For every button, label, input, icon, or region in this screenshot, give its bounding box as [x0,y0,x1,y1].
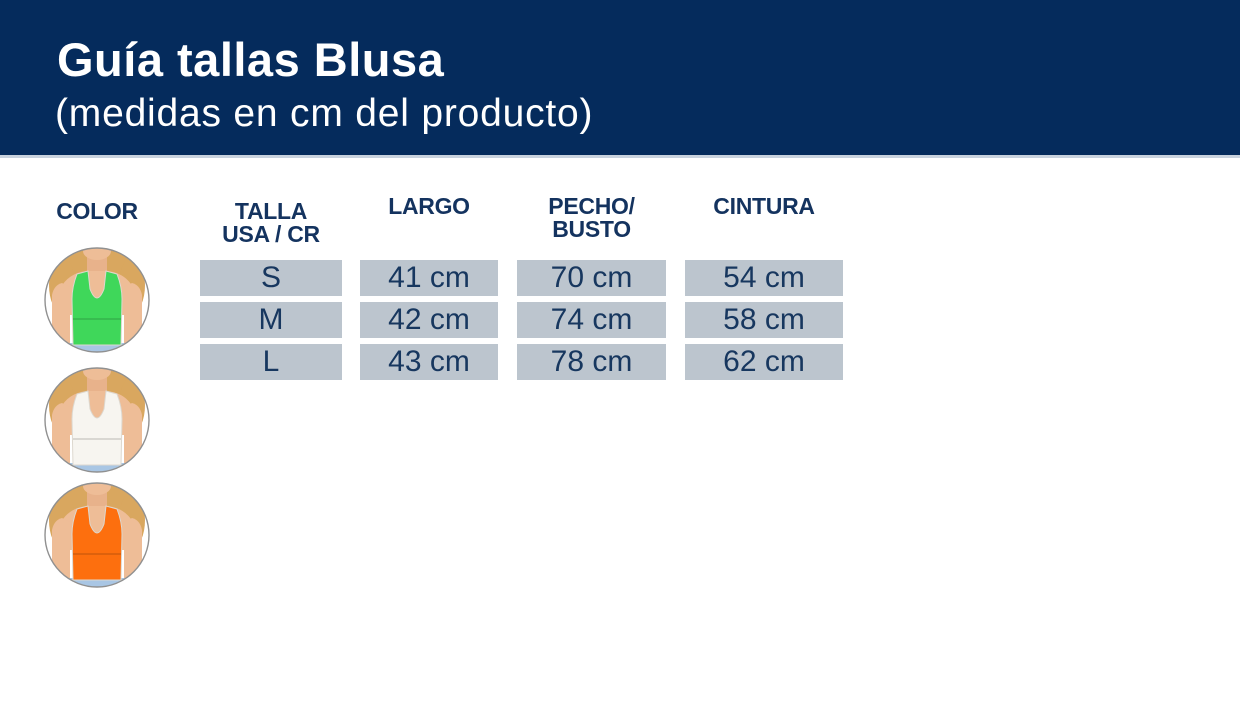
page-subtitle: (medidas en cm del producto) [55,92,594,135]
cell-size-s: S [200,260,342,296]
header-band: Guía tallas Blusa (medidas en cm del pro… [0,0,1240,158]
column-header-pecho: PECHO/BUSTO [517,195,666,241]
cell-cintura-m: 58 cm [685,302,843,338]
cell-pecho-l: 78 cm [517,344,666,380]
model-illustration-green-top [44,247,150,353]
column-header-cintura: CINTURA [713,193,815,219]
column-header-talla-line1: TALLA [234,198,308,224]
tank-top-shape [71,390,123,466]
product-image-blusa-blanca[interactable] [42,365,152,475]
tank-top-shape [71,270,123,346]
cell-cintura-l: 62 cm [685,344,843,380]
cell-pecho-m: 74 cm [517,302,666,338]
column-header-color: COLOR [56,198,138,224]
model-illustration-white-top [44,367,150,473]
page-title: Guía tallas Blusa [57,33,445,86]
product-image-blusa-verde[interactable] [42,245,152,355]
column-header-pecho-line2: BUSTO [552,216,631,242]
product-image-blusa-naranja[interactable] [42,480,152,590]
column-header-largo: LARGO [388,193,470,219]
cell-largo-l: 43 cm [360,344,498,380]
cell-size-l: L [200,344,342,380]
cell-largo-m: 42 cm [360,302,498,338]
cell-largo-s: 41 cm [360,260,498,296]
model-illustration-orange-top [44,482,150,588]
column-header-talla: TALLA USA / CR [200,200,342,246]
tank-top-shape [71,505,123,581]
column-header-pecho-line1: PECHO/ [548,193,635,219]
column-header-talla-line2: USA / CR [222,221,320,247]
cell-size-m: M [200,302,342,338]
cell-pecho-s: 70 cm [517,260,666,296]
cell-cintura-s: 54 cm [685,260,843,296]
